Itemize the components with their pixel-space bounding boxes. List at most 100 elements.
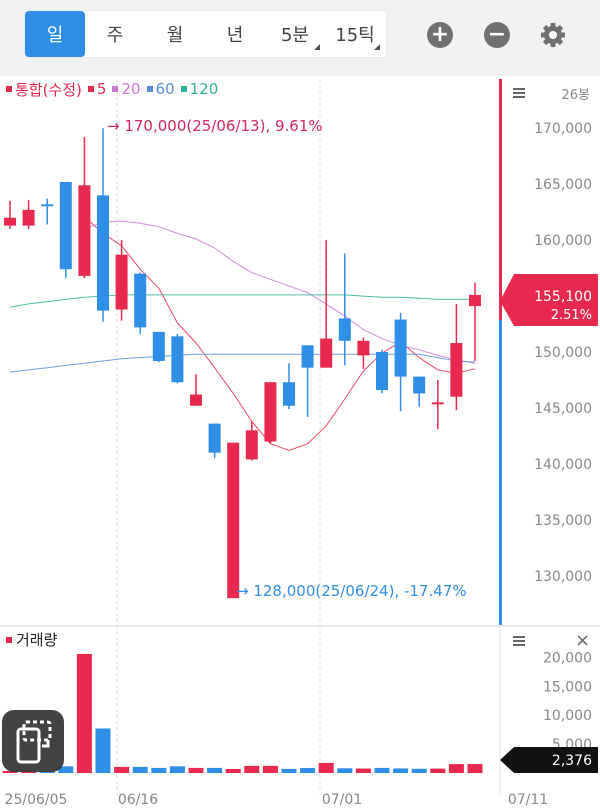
volume-bar [467,764,483,773]
volume-bar [393,768,409,773]
legend-main-swatch [6,86,12,92]
candle-body [431,402,444,405]
candle-body [450,343,463,397]
rotate-device-icon [16,720,52,764]
candle-body [469,294,481,307]
price-menu-icon[interactable] [513,88,525,98]
volume-bar [337,768,353,773]
current-change-label: 2.51% [551,308,592,323]
volume-close-icon[interactable]: × [575,630,591,651]
volume-bar [374,767,390,773]
zoom-out-button[interactable]: − [484,22,510,48]
legend-ma60-swatch [146,86,153,92]
candle-body [4,217,16,226]
volume-bar [2,770,18,773]
candle-body [283,382,295,406]
period-count-label: 26봉 [561,88,590,103]
legend-ma20-swatch [112,86,119,92]
current-price-label: 155,100 [534,289,592,305]
volume-legend-label: 거래량 [16,631,58,649]
volume-bar [300,768,316,773]
y-tick-label: 140,000 [534,457,592,473]
volume-bar [76,653,92,773]
candle-body [301,345,314,368]
volume-bar [188,767,204,773]
candle-body [413,376,426,394]
volume-bar [225,769,241,773]
candle-body [320,338,333,368]
legend-ma5-swatch [87,86,94,92]
candle-body [376,352,388,391]
candle-body [227,442,240,599]
volume-bar [39,771,55,773]
y-tick-label: 145,000 [534,401,592,417]
candle-body [190,394,202,406]
legend-ma120-label: 120 [189,80,219,98]
candle-body [357,340,370,356]
volume-bar [114,766,130,773]
legend-main: 통합(수정) [6,79,82,100]
candle-body [41,204,54,207]
x-tick-label: 06/16 [118,792,158,808]
ma-line-120 [9,294,475,308]
period-month-tab[interactable]: 월 [166,25,184,46]
ma-line-5 [84,216,476,452]
toolbar: 일 주 월 년 5분 15틱 + − [0,0,600,76]
plus-icon: + [430,22,450,47]
current-volume-label: 2,376 [552,753,592,769]
min-price-annotation: → 128,000(25/06/24), -17.47% [236,582,467,600]
period-tick-tab[interactable]: 15틱 [325,11,385,57]
max-price-annotation: → 170,000(25/06/13), 9.61% [107,117,323,135]
volume-bar [169,766,185,773]
y-tick-label: 130,000 [534,569,592,585]
y-tick-label: 135,000 [534,513,592,529]
y-tick-label: 150,000 [534,345,592,361]
rotate-screen-button[interactable] [2,710,64,772]
candle-body [97,195,109,311]
volume-legend-swatch [6,636,12,643]
candle-body [152,331,165,361]
y-tick-label: 160,000 [534,233,592,249]
settings-gear-icon[interactable] [538,20,568,50]
chart-legend: 통합(수정) 5 20 60 120 [6,79,224,99]
volume-bar [281,768,297,773]
current-price-tag [500,273,598,326]
period-day-tab[interactable]: 일 [25,11,85,57]
candle-body [264,382,277,442]
volume-menu-icon[interactable] [513,636,525,646]
zoom-in-button[interactable]: + [427,22,453,48]
legend-ma60: 60 [146,80,175,98]
candle-body [134,273,147,328]
ma-line-20 [84,220,476,364]
dropdown-corner-icon [314,44,320,50]
period-week-tab[interactable]: 주 [106,25,124,46]
candle-body [22,209,35,226]
x-tick-label: 25/06/05 [5,792,68,808]
volume-bar [151,767,167,773]
period-tick-label: 15틱 [335,25,375,46]
legend-ma5: 5 [87,80,107,98]
candle-body [78,185,91,276]
legend-ma5-label: 5 [96,80,107,98]
volume-y-tick-label: 10,000 [543,708,592,724]
legend-ma60-label: 60 [155,80,175,98]
volume-bar [262,765,278,773]
candle-body [171,336,184,383]
volume-y-tick-label: 20,000 [543,650,592,666]
legend-main-label: 통합(수정) [15,80,82,99]
x-tick-label: 07/11 [508,792,548,808]
volume-bar [430,768,446,773]
dropdown-corner-icon [374,44,380,50]
candle-body [338,318,351,341]
volume-bar [244,765,260,773]
y-tick-label: 165,000 [534,177,592,193]
candle-body [59,181,72,270]
minus-icon: − [487,22,507,47]
volume-y-tick-label: 15,000 [543,679,592,695]
period-year-tab[interactable]: 년 [226,25,244,46]
volume-bar [58,766,74,773]
volume-bar [448,764,464,773]
volume-bar [411,768,427,773]
period-minute-tab[interactable]: 5분 [265,11,325,57]
